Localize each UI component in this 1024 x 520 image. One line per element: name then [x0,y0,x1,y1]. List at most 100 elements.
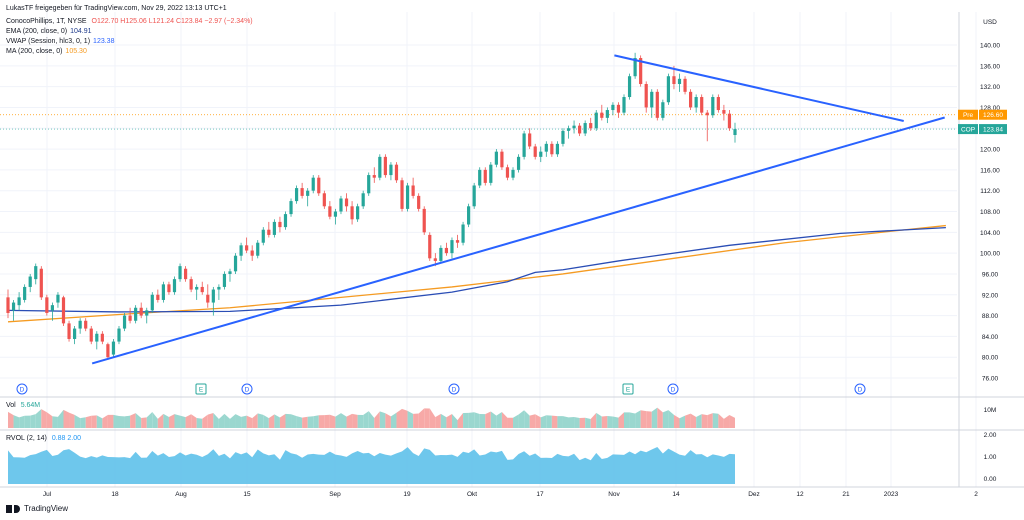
symbol-line[interactable]: ConocoPhillips, 1T, NYSE O122.70 H125.06… [6,17,253,26]
time-tick: 2 [974,491,978,498]
volume-bar [313,415,319,428]
indicator-value: 123.38 [93,38,115,45]
candle-body [439,247,443,261]
candle-body [544,143,548,152]
candle-body [566,128,571,131]
candle-body [605,110,609,118]
volume-bar [574,416,580,428]
candle-body [206,294,210,303]
candle-body [461,224,465,243]
event-marker-label: D [858,387,863,394]
indicator-ma[interactable]: MA (200, close, 0) 105.30 [6,47,87,56]
volume-bar [624,412,630,428]
footer[interactable]: TradingView [6,504,68,513]
indicator-value: 104.91 [70,28,92,35]
volume-bar [257,413,264,428]
volume-bar [679,415,686,428]
candle-body [311,177,315,191]
candle-body [444,247,449,254]
event-marker-label: E [199,387,204,394]
volume-bar [513,414,519,428]
candle-body [145,310,149,316]
time-tick: 18 [111,491,119,498]
volume-bar [307,416,314,428]
volume-bar [268,414,275,428]
dividend-marker [667,383,679,395]
indicator-vwap[interactable]: VWAP (Session, hlc3, 0, 1) 123.38 [6,37,114,46]
volume-bar [435,413,441,428]
volume-bar [35,409,42,428]
volume-bar [596,412,602,428]
candle-body [300,188,304,196]
candle-body [28,276,32,287]
volume-bar [141,417,147,428]
volume-bar [246,415,253,428]
volume-bar [413,413,419,428]
candle-body [611,104,615,111]
candle-body [539,151,543,157]
candle-body [356,206,360,220]
candle-body [550,143,554,155]
volume-value: 5.64M [20,402,41,409]
candle-body [716,97,720,111]
candle-body [505,167,510,178]
price-tag-label: Pre [963,112,974,119]
volume-bar [357,414,364,428]
rvol-legend[interactable]: RVOL (2, 14) 0.88 2.00 [6,434,81,443]
volume-bar [651,407,658,428]
event-marker-label: D [671,387,676,394]
indicator-ema[interactable]: EMA (200, close, 0) 104.91 [6,27,92,36]
volume-legend[interactable]: Vol 5.64M [6,401,40,410]
trendline [614,54,904,122]
earnings-marker [622,383,634,395]
candle-body [84,320,88,329]
volume-bar [396,408,403,428]
price-tick: 116.00 [980,167,1000,174]
candle-body [272,221,276,235]
volume-bar [507,417,514,428]
price-tick: 108.00 [980,209,1000,216]
candle-body [333,211,338,217]
candle-body [256,242,260,256]
volume-bar [102,414,108,428]
candle-body [150,294,154,311]
volume-bar [562,416,569,428]
volume-bar [657,407,663,428]
candle-body [339,198,343,212]
candle-body [555,143,560,155]
volume-bar [629,412,636,428]
volume-bar [673,414,680,428]
candle-body [705,112,709,116]
price-tag-label-bg [958,124,978,135]
candle-body [578,125,582,134]
volume-bar [163,413,169,428]
candle-body [239,245,243,256]
volume-bar [52,416,58,428]
volume-bar [379,411,386,428]
price-tag-value-bg [979,124,1007,135]
volume-bar [8,411,14,428]
ema-200-line [7,226,946,313]
volume-bar [440,413,447,428]
price-tick: 136.00 [980,63,1000,70]
volume-bar [696,414,702,428]
time-tick: 15 [243,491,251,498]
candle-body [233,255,238,272]
candle-body [661,102,665,118]
candle-body [100,333,104,342]
price-tag-value: 126.60 [983,112,1003,119]
candle-body [317,177,321,194]
volume-bar [202,414,208,428]
candle-body [178,266,182,280]
event-marker-label: E [626,387,631,394]
candle-body [589,123,593,129]
volume-bar [568,416,575,428]
candle-body [400,180,404,209]
candle-body [727,113,732,129]
candle-body [450,240,454,254]
volume-bar [601,416,608,428]
volume-bar [690,413,697,428]
volume-bar [318,415,325,428]
time-tick: Okt [467,491,477,498]
